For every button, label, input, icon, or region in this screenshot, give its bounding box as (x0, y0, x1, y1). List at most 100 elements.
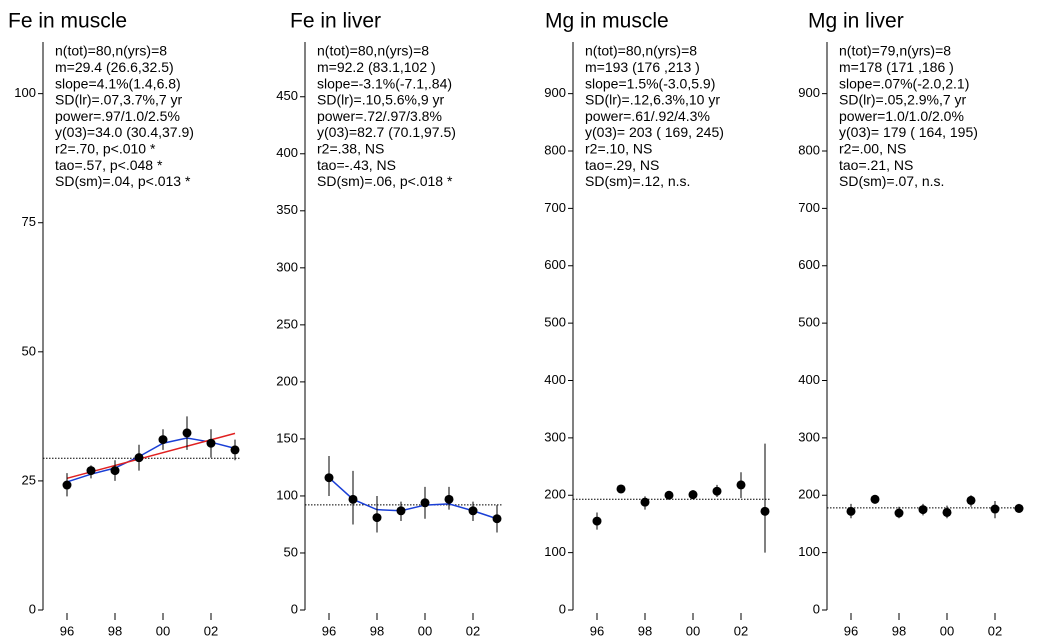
stat-line: SD(sm)=.04, p<.013 * (55, 173, 191, 189)
mean-point (942, 507, 952, 517)
stat-line: SD(lr)=.07,3.7%,7 yr (55, 92, 183, 108)
mean-point (688, 490, 698, 500)
y-tick-label: 100 (798, 544, 820, 559)
panel-title: Mg in liver (808, 10, 904, 33)
panel-title: Fe in liver (290, 10, 381, 33)
x-tick-label: 02 (988, 623, 1002, 638)
mean-point (182, 428, 192, 438)
y-tick-label: 700 (798, 200, 820, 215)
y-tick-label: 500 (798, 315, 820, 330)
y-tick-label: 400 (276, 145, 298, 160)
y-tick-label: 700 (544, 200, 566, 215)
stat-line: r2=.10, NS (585, 141, 652, 157)
mean-point (918, 505, 928, 515)
stat-line: SD(lr)=.12,6.3%,10 yr (585, 92, 720, 108)
stat-line: power=.97/1.0/2.5% (55, 108, 180, 124)
stat-line: power=.61/.92/4.3% (585, 108, 710, 124)
mean-point (158, 435, 168, 445)
x-tick-label: 98 (638, 623, 652, 638)
y-tick-label: 200 (544, 487, 566, 502)
y-tick-label: 50 (284, 544, 298, 559)
stat-line: n(tot)=80,n(yrs)=8 (585, 43, 697, 59)
stat-line: y(03)= 203 ( 169, 245) (585, 124, 724, 140)
x-tick-label: 98 (892, 623, 906, 638)
y-tick-label: 800 (798, 142, 820, 157)
stat-line: slope=-3.1%(-7.1,.84) (317, 75, 452, 91)
stat-line: m=193 (176 ,213 ) (585, 59, 700, 75)
mean-point (62, 480, 72, 490)
y-tick-label: 800 (544, 142, 566, 157)
mean-point (110, 466, 120, 476)
mean-point (372, 513, 382, 523)
x-tick-label: 96 (322, 623, 336, 638)
y-tick-label: 100 (544, 544, 566, 559)
y-tick-label: 0 (29, 601, 36, 616)
mean-point (444, 494, 454, 504)
y-tick-label: 600 (798, 257, 820, 272)
stat-line: SD(sm)=.12, n.s. (585, 173, 690, 189)
stat-line: SD(lr)=.05,2.9%,7 yr (839, 92, 967, 108)
x-tick-label: 02 (734, 623, 748, 638)
mean-point (134, 453, 144, 463)
x-tick-label: 98 (370, 623, 384, 638)
mean-point (86, 466, 96, 476)
stat-line: m=178 (171 ,186 ) (839, 59, 954, 75)
mean-point (348, 494, 358, 504)
mean-point (206, 438, 216, 448)
y-tick-label: 100 (276, 487, 298, 502)
y-tick-label: 200 (798, 487, 820, 502)
stat-line: SD(lr)=.10,5.6%,9 yr (317, 92, 445, 108)
mean-point (468, 506, 478, 516)
y-tick-label: 900 (798, 85, 820, 100)
mean-point (420, 498, 430, 508)
mean-point (324, 473, 334, 483)
stat-line: n(tot)=80,n(yrs)=8 (317, 43, 429, 59)
y-tick-label: 200 (276, 373, 298, 388)
mean-point (396, 506, 406, 516)
y-tick-label: 50 (22, 343, 36, 358)
stat-line: SD(sm)=.06, p<.018 * (317, 173, 453, 189)
y-tick-label: 0 (291, 601, 298, 616)
x-tick-label: 02 (204, 623, 218, 638)
stat-line: r2=.70, p<.010 * (55, 141, 156, 157)
y-tick-label: 25 (22, 472, 36, 487)
stat-line: slope=4.1%(1.4,6.8) (55, 75, 181, 91)
x-tick-label: 96 (844, 623, 858, 638)
y-tick-label: 100 (14, 85, 36, 100)
y-tick-label: 150 (276, 430, 298, 445)
mean-point (894, 508, 904, 518)
x-tick-label: 00 (156, 623, 170, 638)
stat-line: SD(sm)=.07, n.s. (839, 173, 944, 189)
mean-point (990, 504, 1000, 514)
stat-line: power=.72/.97/3.8% (317, 108, 442, 124)
x-tick-label: 98 (108, 623, 122, 638)
mean-point (592, 516, 602, 526)
stat-line: y(03)=82.7 (70.1,97.5) (317, 124, 456, 140)
stat-line: m=92.2 (83.1,102 ) (317, 59, 436, 75)
mean-point (492, 514, 502, 524)
stat-line: power=1.0/1.0/2.0% (839, 108, 964, 124)
stat-line: tao=-.43, NS (317, 157, 396, 173)
y-tick-label: 500 (544, 315, 566, 330)
stat-line: y(03)= 179 ( 164, 195) (839, 124, 978, 140)
y-tick-label: 600 (544, 257, 566, 272)
y-tick-label: 300 (798, 429, 820, 444)
panel-title: Fe in muscle (8, 10, 127, 33)
mean-point (760, 506, 770, 516)
stat-line: tao=.57, p<.048 * (55, 157, 163, 173)
mean-point (870, 494, 880, 504)
mean-point (846, 506, 856, 516)
mean-point (640, 497, 650, 507)
stat-line: slope=.07%(-2.0,2.1) (839, 75, 969, 91)
stat-line: y(03)=34.0 (30.4,37.9) (55, 124, 194, 140)
mean-point (616, 484, 626, 494)
x-tick-label: 96 (60, 623, 74, 638)
y-tick-label: 450 (276, 88, 298, 103)
stat-line: r2=.38, NS (317, 141, 384, 157)
y-tick-label: 250 (276, 316, 298, 331)
x-tick-label: 96 (590, 623, 604, 638)
mean-point (736, 480, 746, 490)
stat-line: r2=.00, NS (839, 141, 906, 157)
y-tick-label: 0 (559, 601, 566, 616)
